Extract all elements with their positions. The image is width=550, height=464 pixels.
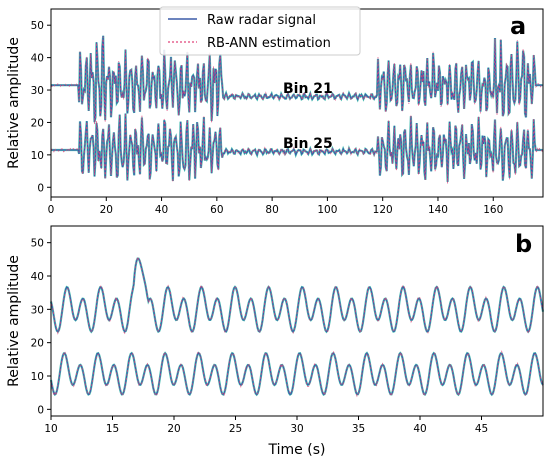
a-bin-25-est-line bbox=[50, 113, 543, 184]
b-xtick-label-1: 15 bbox=[106, 423, 119, 435]
a-bin-21-raw-line bbox=[51, 35, 543, 123]
panel-a-y-ticks: 0 10 20 30 40 50 bbox=[31, 20, 51, 194]
b-xtick-label-6: 40 bbox=[413, 423, 426, 435]
a-xtick-label-0: 0 bbox=[48, 204, 55, 216]
panel-a-x-ticks: 0 20 40 60 80 100 120 140 160 bbox=[48, 197, 503, 216]
a-xtick-label-7: 140 bbox=[428, 204, 448, 216]
panel-b-y-ticks: 0 10 20 30 40 50 bbox=[31, 238, 51, 416]
b-bin-25-est-line bbox=[50, 350, 544, 398]
a-xtick-label-1: 20 bbox=[100, 204, 113, 216]
b-xtick-label-4: 30 bbox=[290, 423, 303, 435]
b-xtick-label-5: 35 bbox=[352, 423, 365, 435]
a-ytick-label-3: 30 bbox=[31, 85, 44, 97]
a-ytick-label-4: 40 bbox=[31, 53, 44, 65]
b-ytick-label-3: 30 bbox=[31, 304, 44, 316]
b-ytick-label-1: 10 bbox=[31, 371, 44, 383]
panel-a-ylabel: Relative amplitude bbox=[6, 37, 22, 169]
a-xtick-label-6: 120 bbox=[373, 204, 393, 216]
a-bin-21-est-line bbox=[50, 36, 543, 125]
a-ytick-label-0: 0 bbox=[37, 182, 44, 194]
legend-est-label: RB-ANN estimation bbox=[207, 36, 331, 51]
legend: Raw radar signal RB-ANN estimation bbox=[159, 6, 361, 56]
bin-25-label: Bin 25 bbox=[283, 136, 333, 152]
panel-b-letter: b bbox=[515, 230, 532, 258]
b-xtick-label-3: 25 bbox=[229, 423, 242, 435]
panel-b-signals bbox=[49, 255, 545, 398]
panel-b-x-ticks: 10 15 20 25 30 35 40 45 bbox=[44, 416, 488, 435]
b-ytick-label-0: 0 bbox=[37, 404, 44, 416]
b-xtick-label-0: 10 bbox=[44, 423, 57, 435]
a-ytick-label-1: 10 bbox=[31, 150, 44, 162]
a-xtick-label-8: 160 bbox=[483, 204, 503, 216]
b-xtick-label-7: 45 bbox=[475, 423, 488, 435]
legend-raw-label: Raw radar signal bbox=[207, 13, 316, 28]
bin-21-label: Bin 21 bbox=[283, 81, 333, 97]
b-xtick-label-2: 20 bbox=[167, 423, 180, 435]
a-xtick-label-3: 60 bbox=[210, 204, 223, 216]
panel-a: 0 20 40 60 80 100 120 140 160 0 10 20 30 40 50 Relati… bbox=[6, 6, 544, 216]
a-ytick-label-2: 20 bbox=[31, 117, 44, 129]
b-ytick-label-2: 20 bbox=[31, 338, 44, 350]
panel-a-letter: a bbox=[510, 12, 526, 40]
b-ytick-label-4: 40 bbox=[31, 271, 44, 283]
a-xtick-label-4: 80 bbox=[265, 204, 278, 216]
panel-a-signals bbox=[50, 35, 543, 184]
b-bin-21-est-line bbox=[50, 255, 544, 335]
panel-b-xlabel: Time (s) bbox=[268, 442, 326, 458]
legend-box bbox=[159, 6, 361, 56]
a-xtick-label-5: 100 bbox=[317, 204, 337, 216]
b-ytick-label-5: 50 bbox=[31, 238, 44, 250]
panel-b-ylabel: Relative amplitude bbox=[6, 255, 22, 387]
a-ytick-label-5: 50 bbox=[31, 20, 44, 32]
a-xtick-label-2: 40 bbox=[155, 204, 168, 216]
